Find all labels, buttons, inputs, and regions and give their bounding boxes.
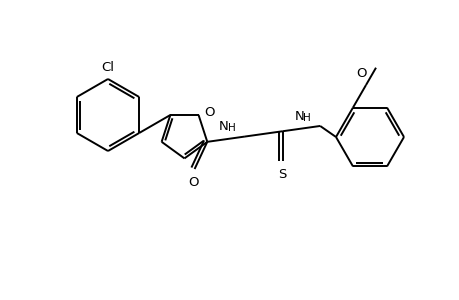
- Text: Cl: Cl: [101, 61, 114, 74]
- Text: H: H: [228, 123, 235, 133]
- Text: S: S: [278, 168, 286, 181]
- Text: O: O: [188, 176, 198, 189]
- Text: N: N: [294, 110, 303, 123]
- Text: H: H: [303, 112, 311, 123]
- Text: O: O: [204, 106, 215, 119]
- Text: N: N: [219, 120, 229, 133]
- Text: O: O: [356, 67, 366, 80]
